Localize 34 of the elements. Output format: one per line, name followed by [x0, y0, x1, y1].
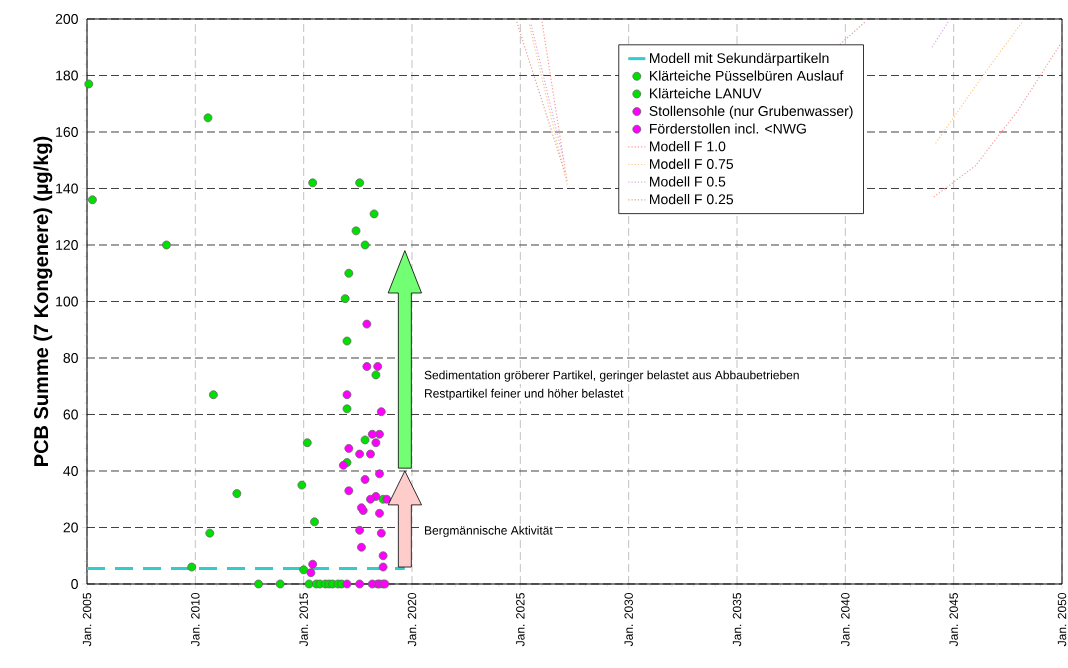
y-axis-title: PCB Summe (7 Kongenere) (µg/kg): [33, 136, 53, 466]
y-tick-label: 180: [56, 70, 78, 81]
legend-label: Modell mit Sekundärpartikeln: [649, 52, 829, 66]
legend-label: Modell F 1.0: [649, 141, 726, 152]
x-tick-label: Jan. 2025: [516, 593, 525, 647]
y-tick-label: 100: [56, 296, 78, 307]
y-tick-label: 120: [56, 240, 78, 250]
x-tick-label: Jan. 2050: [1057, 592, 1067, 647]
x-tick-label: Jan. 2035: [732, 593, 742, 647]
x-tick-label: Jan. 2020: [407, 592, 417, 647]
x-tick-label: Jan. 2045: [949, 593, 958, 647]
y-tick-label: 60: [63, 409, 78, 420]
x-tick-label: Jan. 2030: [624, 592, 633, 647]
legend-label: Klärteiche Püsselbüren Auslauf: [649, 70, 844, 81]
annotation: Sedimentation gröberer Partikel, geringer belastet aus Abbaubetrieben: [424, 370, 799, 382]
y-tick-label: 40: [63, 466, 78, 476]
x-tick-label: Jan. 2010: [191, 592, 200, 647]
legend-label: Stollensohle (nur Grubenwasser): [649, 105, 853, 119]
annotation: Bergmännische Aktivität: [425, 525, 553, 538]
y-tick-label: 80: [63, 353, 78, 363]
y-tick-label: 160: [56, 127, 78, 137]
legend-label: Modell F 0.75: [649, 158, 734, 169]
y-tick-label: 0: [71, 579, 78, 589]
x-tick-label: Jan. 2015: [299, 593, 308, 647]
legend-label: Modell F 0.5: [649, 176, 726, 187]
legend-label: Modell F 0.25: [649, 193, 734, 205]
y-tick-label: 200: [55, 14, 78, 24]
legend-label: Förderstollen incl. <NWG: [649, 123, 806, 134]
y-tick-label: 140: [56, 183, 78, 194]
annotation: Restpartikel feiner und höher belastet: [425, 388, 624, 401]
legend-label: Klärteiche LANUV: [649, 88, 762, 99]
x-tick-label: Jan. 2040: [841, 592, 850, 647]
x-tick-label: Jan. 2005: [82, 593, 92, 647]
y-tick-label: 20: [63, 522, 78, 533]
